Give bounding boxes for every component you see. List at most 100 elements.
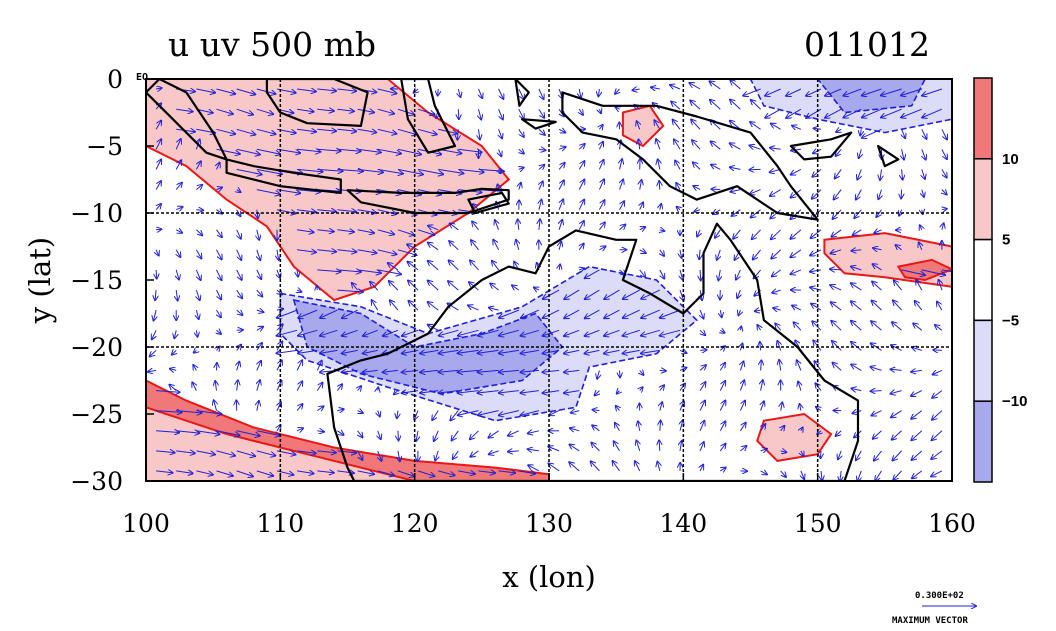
wind-vector [857, 470, 861, 481]
colorbar-bin [973, 77, 993, 160]
wind-vector [174, 330, 176, 338]
wind-vector [780, 451, 787, 452]
wind-vector [236, 269, 242, 280]
wind-vector [772, 290, 781, 293]
wind-vector [256, 128, 276, 134]
wind-vector [613, 461, 620, 472]
wind-vector [398, 450, 400, 461]
colorbar-bin [973, 319, 993, 402]
wind-vector [508, 451, 519, 452]
wind-vector [317, 406, 323, 410]
wind-vector [739, 423, 745, 432]
wind-vector [931, 450, 943, 459]
wind-vector [615, 423, 620, 432]
wind-vector [420, 350, 439, 353]
wind-vector [397, 128, 417, 134]
wind-vector [912, 470, 923, 478]
wind-vector [639, 250, 646, 253]
wind-vector [549, 410, 560, 416]
wind-vector [836, 431, 842, 436]
wind-vector [720, 310, 721, 317]
wind-vector [317, 109, 334, 111]
coastline-borneo [265, 79, 369, 128]
wind-vector [578, 221, 584, 231]
wind-vector [172, 350, 176, 354]
wind-vector [591, 461, 600, 472]
wind-vector [542, 370, 560, 372]
wind-vector [893, 470, 902, 480]
wind-vector [439, 391, 459, 393]
wind-vector [814, 128, 822, 129]
wind-vector [521, 370, 539, 372]
wind-vector [478, 471, 496, 473]
wind-vector [730, 167, 741, 169]
wind-vector [352, 283, 358, 291]
wind-vector [693, 186, 701, 190]
wind-vector [812, 321, 822, 331]
wind-vector [760, 471, 767, 475]
wind-vector [196, 210, 203, 211]
wind-vector [755, 310, 761, 311]
wind-vector [699, 421, 704, 431]
wind-vector [175, 139, 181, 150]
wind-vector [434, 430, 439, 441]
wind-vector [297, 190, 320, 192]
wind-vector [740, 361, 743, 371]
wind-vector [632, 89, 640, 90]
wind-vector [919, 242, 922, 250]
wind-vector [538, 128, 545, 135]
wind-vector [438, 88, 439, 96]
wind-vector [156, 431, 179, 433]
wind-vector [811, 304, 822, 311]
wind-vector [479, 109, 482, 119]
colorbar-bin [973, 158, 993, 241]
wind-vector [296, 360, 302, 371]
wind-vector [902, 149, 904, 159]
wind-vector [357, 109, 374, 112]
wind-vector [377, 249, 397, 255]
wind-vector [320, 309, 338, 318]
wind-vector [317, 129, 336, 131]
wind-vector [933, 350, 942, 351]
wind-vector [236, 88, 256, 94]
wind-vector [320, 350, 338, 353]
wind-vector [901, 269, 925, 275]
wind-vector [941, 169, 947, 177]
wind-vector [570, 428, 580, 431]
wind-vector [659, 181, 660, 190]
wind-vector [363, 350, 378, 353]
wind-vector [880, 169, 882, 180]
wind-vector [468, 305, 479, 311]
wind-vector [452, 430, 459, 441]
wind-vector [490, 284, 499, 291]
wind-vector [660, 385, 664, 390]
wind-vector [772, 269, 781, 277]
wind-vector [654, 120, 661, 130]
wind-vector [635, 461, 641, 472]
wind-vector [854, 209, 862, 218]
wind-vector [417, 108, 434, 114]
wind-vector [357, 129, 377, 132]
wind-vector [711, 165, 721, 170]
wind-vector [257, 229, 259, 240]
wind-vector [593, 410, 600, 411]
wind-vector [781, 402, 783, 411]
colorbar-tick-label: −5 [1002, 312, 1019, 329]
wind-vector [216, 88, 236, 94]
wind-vector [892, 430, 902, 440]
wind-vector [939, 280, 942, 291]
wind-vector [942, 209, 947, 210]
wind-vector [761, 401, 764, 411]
wind-vector [836, 129, 841, 132]
wind-vector [720, 330, 724, 333]
wind-vector [458, 370, 479, 372]
wind-vector [902, 169, 903, 179]
wind-vector [874, 230, 882, 233]
wind-vector [357, 149, 381, 152]
wind-vector [921, 129, 927, 139]
wind-vector [825, 108, 842, 118]
wind-vector [893, 450, 902, 461]
wind-vector [156, 471, 173, 473]
wind-vector [770, 189, 781, 196]
wind-vector [658, 159, 660, 170]
